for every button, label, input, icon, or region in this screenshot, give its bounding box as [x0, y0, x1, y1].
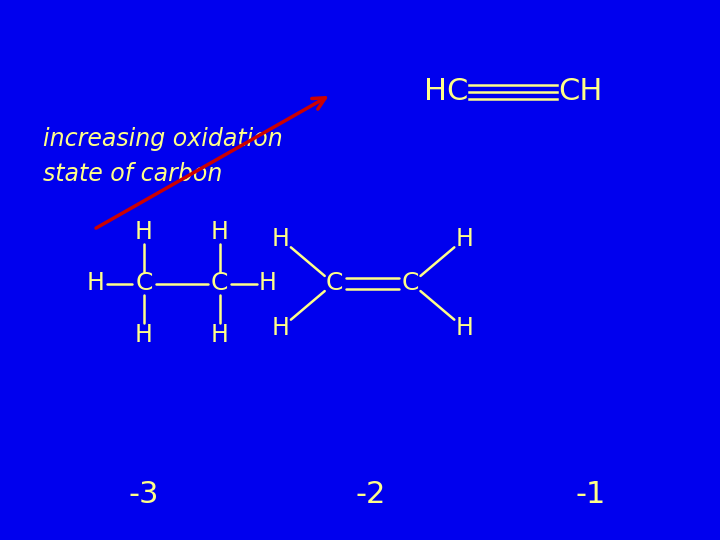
Text: -2: -2	[356, 480, 386, 509]
Text: H: H	[456, 227, 473, 251]
Text: -1: -1	[575, 480, 606, 509]
Text: H: H	[272, 316, 289, 340]
Text: H: H	[211, 220, 228, 244]
Text: -3: -3	[129, 480, 159, 509]
Text: H: H	[259, 272, 276, 295]
Text: H: H	[135, 220, 153, 244]
Text: H: H	[456, 316, 473, 340]
Text: H: H	[87, 272, 104, 295]
Text: H: H	[272, 227, 289, 251]
Text: C: C	[326, 272, 343, 295]
Text: C: C	[135, 272, 153, 295]
Text: increasing oxidation: increasing oxidation	[43, 127, 283, 151]
Text: C: C	[402, 272, 419, 295]
Text: state of carbon: state of carbon	[43, 163, 222, 186]
Text: C: C	[211, 272, 228, 295]
Text: H: H	[135, 323, 153, 347]
Text: CH: CH	[558, 77, 603, 106]
Text: H: H	[211, 323, 228, 347]
Text: HC: HC	[423, 77, 468, 106]
